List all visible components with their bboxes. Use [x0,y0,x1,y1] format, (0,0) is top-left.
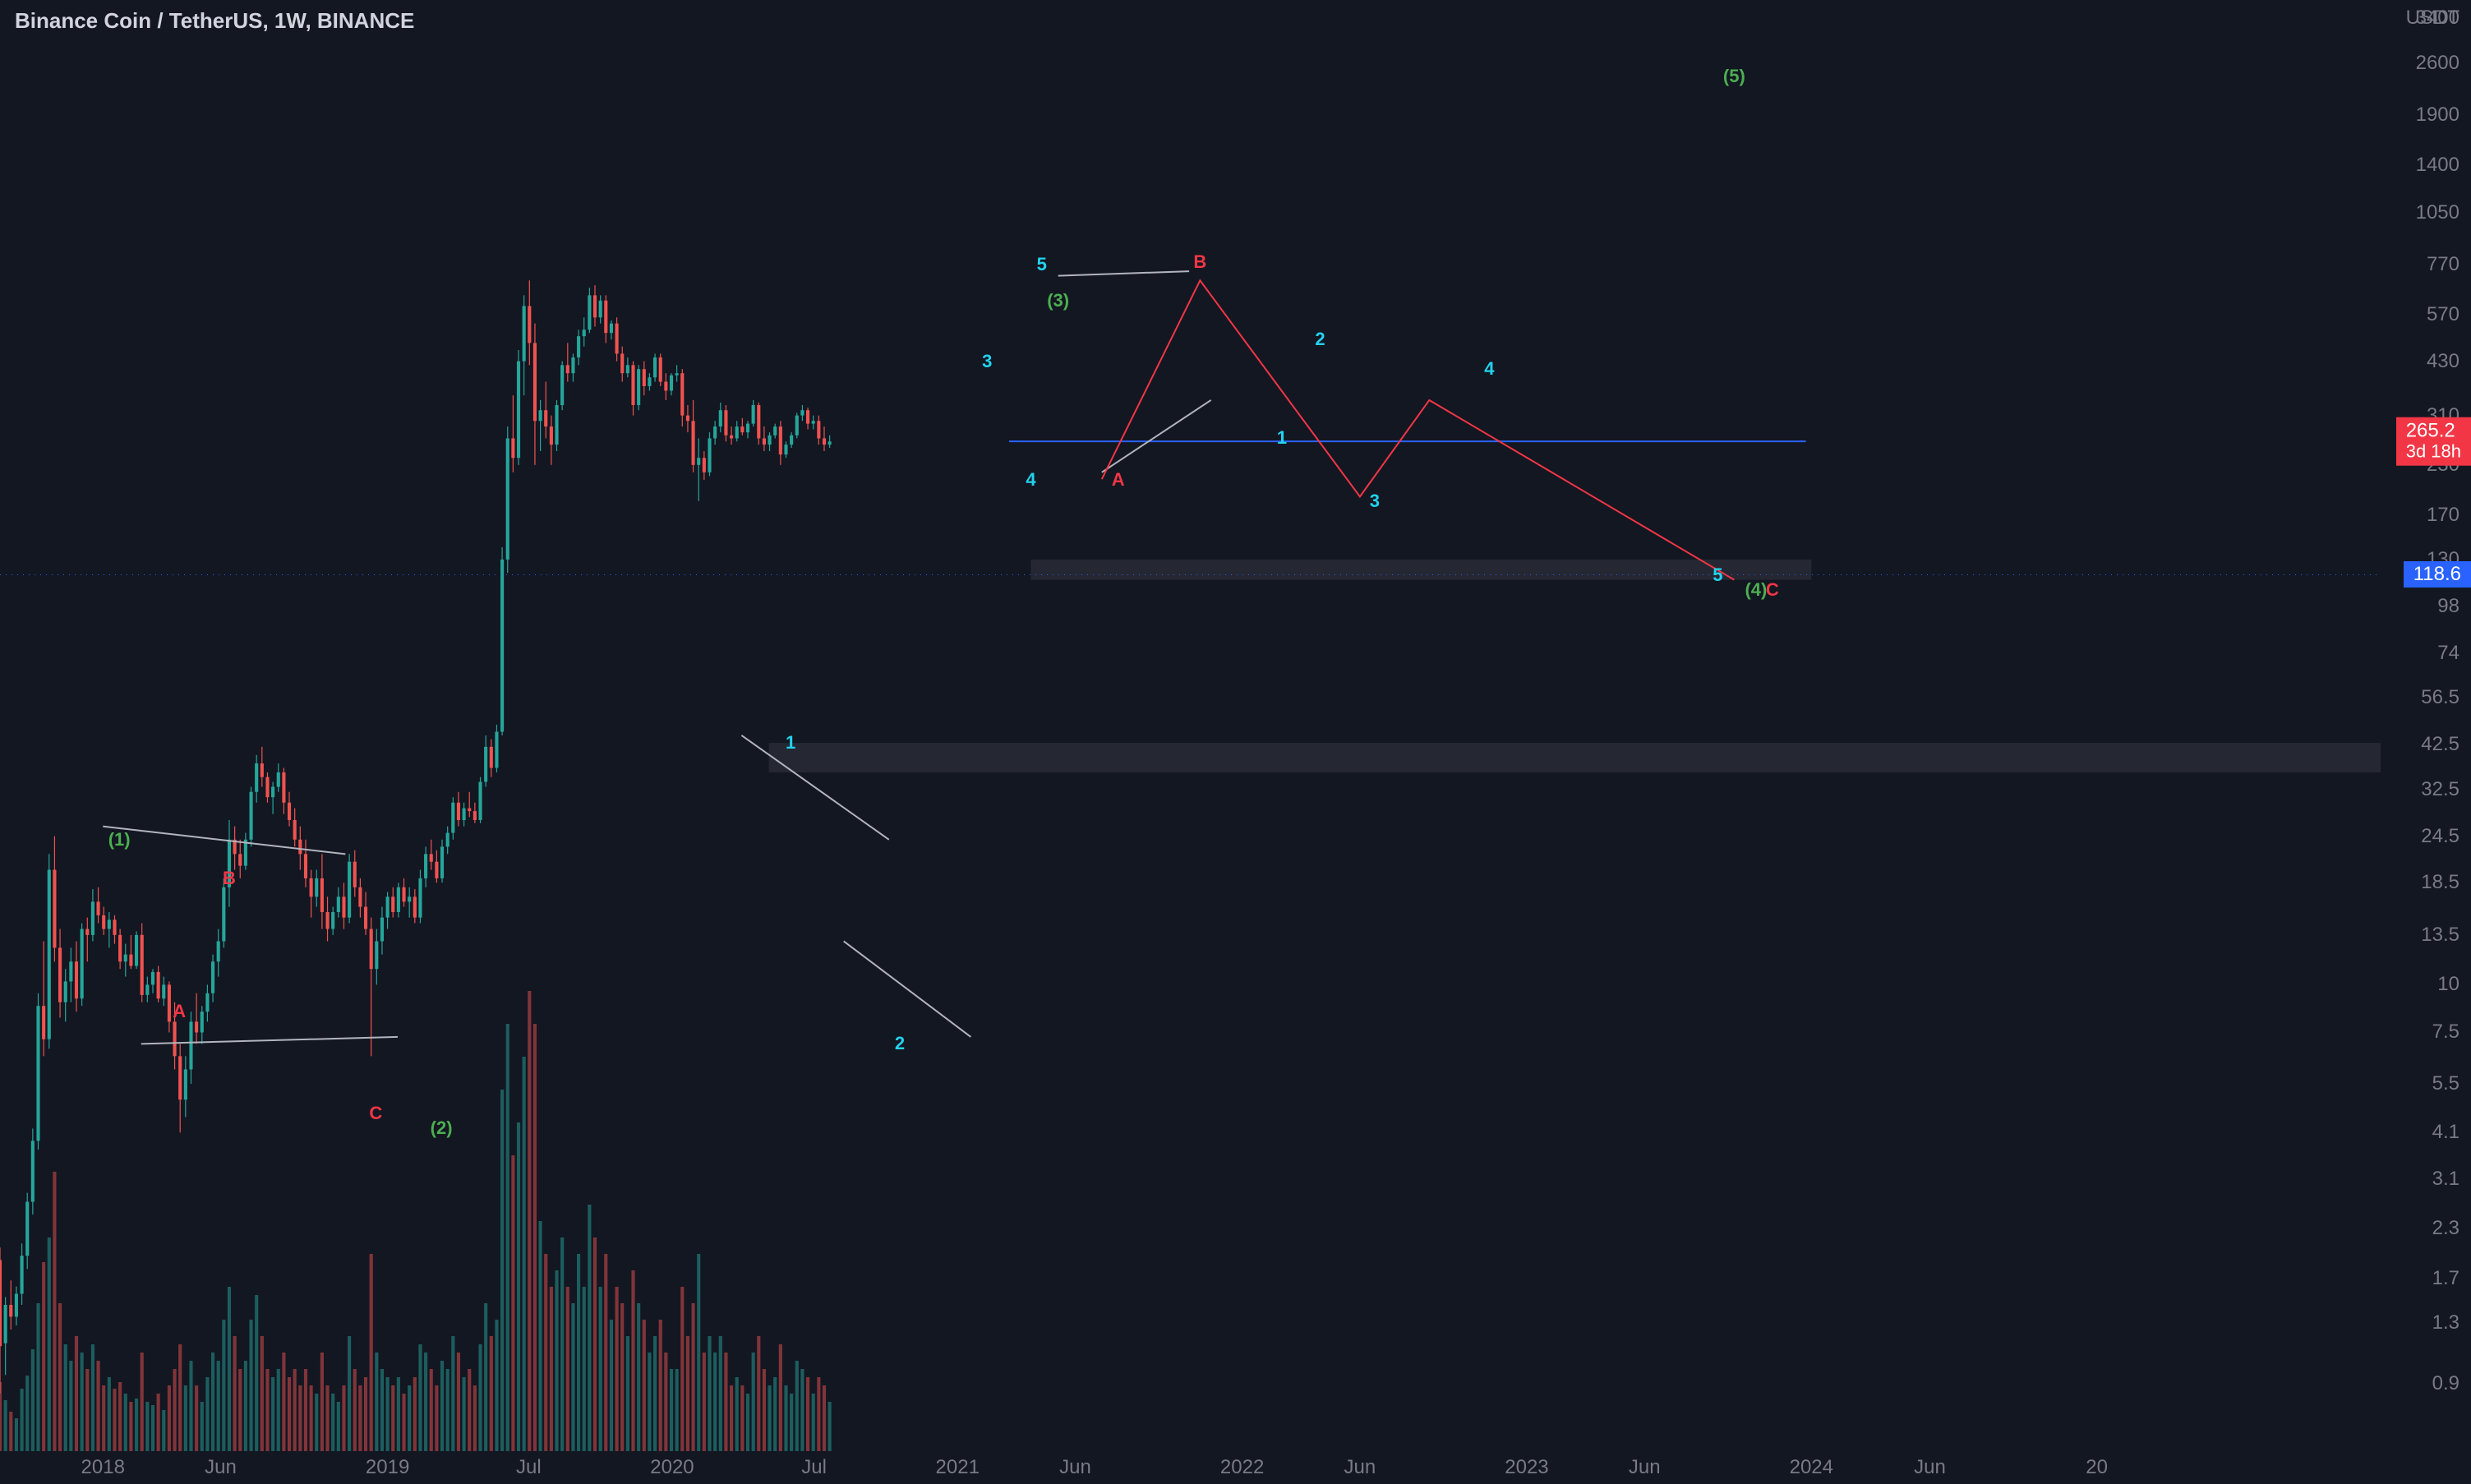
x-axis-tick: Jul [516,1456,542,1479]
y-axis-tick: 24.5 [2421,825,2459,848]
elliott-wave-label: 1 [1277,427,1287,449]
y-axis-tick: 74 [2437,642,2459,665]
x-axis-tick: 2019 [366,1456,409,1479]
elliott-wave-label: (2) [431,1118,453,1139]
y-axis-tick: 5.5 [2432,1072,2459,1095]
elliott-wave-label: (1) [108,829,131,850]
x-axis-tick: 2022 [1220,1456,1264,1479]
x-axis-tick: Jun [1914,1456,1946,1479]
chart-container[interactable]: Binance Coin / TetherUS, 1W, BINANCE USD… [0,0,2471,1484]
y-axis-tick: 1.7 [2432,1267,2459,1290]
elliott-wave-label: 3 [982,351,992,372]
y-axis-tick: 430 [2427,350,2459,373]
current-price-tag: 265.23d 18h [2396,417,2471,466]
elliott-wave-label: (5) [1723,66,1745,87]
elliott-wave-label: C [369,1103,382,1124]
elliott-wave-label: (4) [1745,579,1767,601]
x-axis-tick: Jun [1344,1456,1376,1479]
x-axis-tick: 2024 [1790,1456,1833,1479]
x-axis-tick: 2023 [1505,1456,1548,1479]
y-axis-tick: 3400 [2416,7,2459,30]
elliott-wave-label: B [223,868,236,889]
alt-price-tag: 118.6 [2404,561,2471,588]
x-axis-tick: Jul [801,1456,827,1479]
y-axis-tick: 2.3 [2432,1217,2459,1240]
elliott-wave-label: 2 [1315,329,1325,350]
y-axis-tick: 570 [2427,303,2459,326]
y-axis: USDT 34002600190014001050770570430310230… [2381,0,2471,1451]
y-axis-tick: 1.3 [2432,1311,2459,1334]
y-axis-tick: 98 [2437,595,2459,618]
y-axis-tick: 32.5 [2421,778,2459,801]
y-axis-tick: 56.5 [2421,686,2459,709]
x-axis: 2018 Jun 2019 Jul 2020 Jul 2021 Jun 2022 Jun 2023 J… [0,1451,2381,1484]
y-axis-tick: 10 [2437,973,2459,996]
elliott-wave-label: 3 [1370,491,1380,512]
elliott-wave-label: C [1766,579,1779,601]
x-axis-tick: 20 [2086,1456,2108,1479]
elliott-wave-label: 1 [786,732,795,754]
y-axis-tick: 4.1 [2432,1121,2459,1144]
y-axis-tick: 1050 [2416,201,2459,224]
elliott-wave-label: 5 [1713,565,1722,586]
y-axis-tick: 18.5 [2421,871,2459,894]
y-axis-tick: 1900 [2416,104,2459,127]
x-axis-tick: Jun [1629,1456,1661,1479]
elliott-wave-label: 5 [1037,254,1047,275]
y-axis-tick: 3.1 [2432,1168,2459,1191]
y-axis-tick: 1400 [2416,154,2459,177]
x-axis-tick: 2018 [81,1456,125,1479]
y-axis-tick: 13.5 [2421,924,2459,947]
elliott-wave-label: A [173,1001,186,1022]
elliott-wave-label: B [1193,251,1206,273]
y-axis-tick: 0.9 [2432,1372,2459,1395]
elliott-wave-label: 4 [1484,358,1494,380]
elliott-wave-label: 2 [895,1033,905,1054]
chart-canvas[interactable] [0,0,2471,1484]
y-axis-tick: 170 [2427,504,2459,527]
elliott-wave-label: 4 [1026,469,1035,491]
x-axis-tick: 2020 [650,1456,694,1479]
y-axis-tick: 770 [2427,253,2459,276]
x-axis-tick: 2021 [936,1456,980,1479]
y-axis-tick: 42.5 [2421,733,2459,756]
elliott-wave-label: A [1112,469,1125,491]
x-axis-tick: Jun [1059,1456,1091,1479]
elliott-wave-label: (3) [1047,290,1069,311]
x-axis-tick: Jun [205,1456,237,1479]
y-axis-tick: 2600 [2416,52,2459,75]
y-axis-tick: 7.5 [2432,1021,2459,1044]
